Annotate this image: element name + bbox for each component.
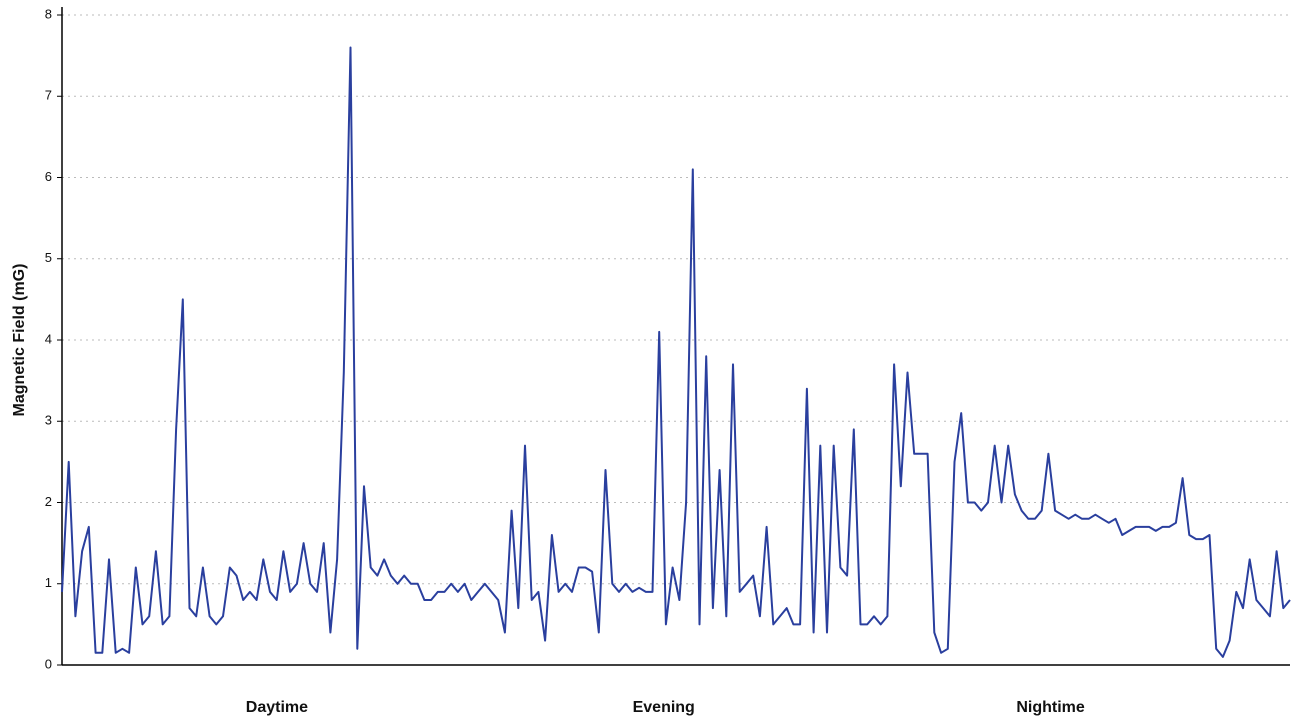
- period-label: Evening: [633, 699, 695, 716]
- y-tick-label: 7: [45, 88, 52, 103]
- y-tick-label: 2: [45, 494, 52, 509]
- y-tick-label: 0: [45, 656, 52, 671]
- data-line: [61, 46, 1291, 658]
- y-tick-label: 1: [45, 575, 52, 590]
- y-axis-label: Magnetic Field (mG): [11, 264, 28, 417]
- period-label: Nightime: [1016, 699, 1085, 716]
- y-tick-label: 6: [45, 169, 52, 184]
- y-tick-label: 3: [45, 413, 52, 428]
- period-label: Daytime: [246, 699, 308, 716]
- y-tick-label: 8: [45, 6, 52, 21]
- y-tick-label: 4: [45, 331, 52, 346]
- y-tick-label: 5: [45, 250, 52, 265]
